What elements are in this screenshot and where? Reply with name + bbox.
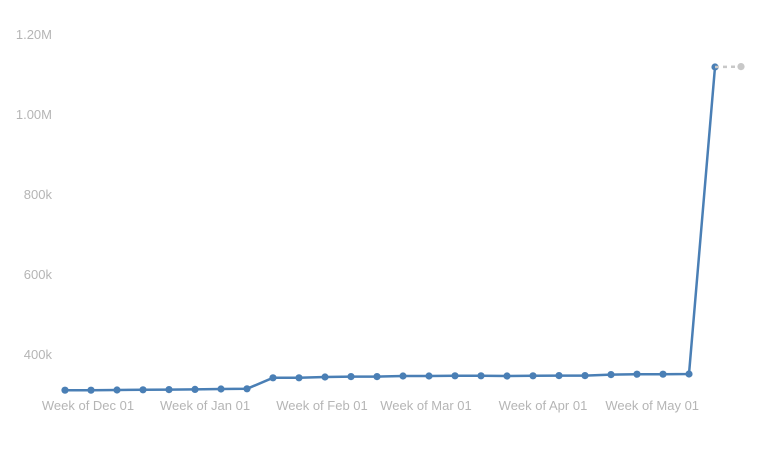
data-point[interactable] <box>529 372 537 380</box>
data-point[interactable] <box>373 373 381 381</box>
forecast-point[interactable] <box>737 63 745 71</box>
x-tick-label: Week of Feb 01 <box>276 398 368 413</box>
x-tick-label: Week of May 01 <box>605 398 699 413</box>
data-point[interactable] <box>633 370 641 378</box>
data-point[interactable] <box>61 386 69 394</box>
series-layer <box>61 63 745 394</box>
data-point[interactable] <box>295 374 303 382</box>
y-tick-label: 800k <box>24 187 53 202</box>
data-point[interactable] <box>217 385 225 393</box>
x-axis: Week of Dec 01 Week of Jan 01 Week of Feb … <box>42 398 699 413</box>
data-point[interactable] <box>347 373 355 381</box>
data-point[interactable] <box>477 372 485 380</box>
data-point[interactable] <box>451 372 459 380</box>
data-point[interactable] <box>581 372 589 380</box>
data-point[interactable] <box>191 385 199 393</box>
x-tick-label: Week of Mar 01 <box>380 398 472 413</box>
data-point[interactable] <box>399 372 407 380</box>
data-point[interactable] <box>659 370 667 378</box>
x-tick-label: Week of Dec 01 <box>42 398 134 413</box>
series-line <box>65 66 717 392</box>
data-point[interactable] <box>607 371 615 379</box>
x-tick-label: Week of Jan 01 <box>160 398 250 413</box>
data-point[interactable] <box>685 370 693 378</box>
y-tick-label: 1.20M <box>16 27 52 42</box>
data-point[interactable] <box>321 373 329 381</box>
y-tick-label: 600k <box>24 267 53 282</box>
x-tick-label: Week of Apr 01 <box>499 398 588 413</box>
data-point[interactable] <box>269 374 277 382</box>
data-point[interactable] <box>87 386 95 394</box>
y-tick-label: 400k <box>24 347 53 362</box>
data-point[interactable] <box>243 385 251 393</box>
data-point[interactable] <box>165 386 173 394</box>
data-point[interactable] <box>139 386 147 394</box>
data-point[interactable] <box>113 386 121 394</box>
data-point[interactable] <box>503 372 511 380</box>
data-point[interactable] <box>425 372 433 380</box>
data-point[interactable] <box>555 372 563 380</box>
y-axis: 400k 600k 800k 1.00M 1.20M <box>16 27 53 362</box>
y-tick-label: 1.00M <box>16 107 52 122</box>
